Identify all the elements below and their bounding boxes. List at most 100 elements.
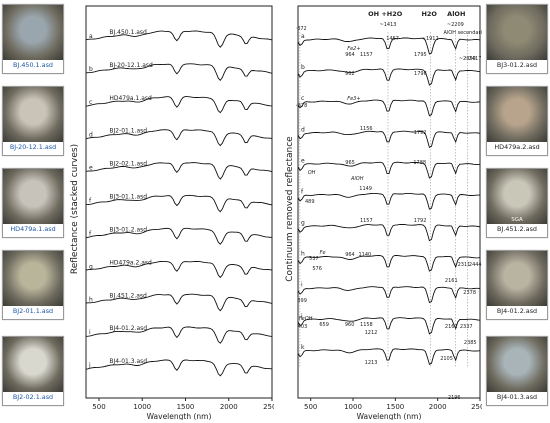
wavelength-annotation: 960 <box>345 322 355 328</box>
series-letter: h <box>89 296 93 303</box>
series-letter: e <box>301 157 305 164</box>
series-letter: d <box>301 126 305 133</box>
sample-photo <box>3 337 63 392</box>
wavelength-annotation: 399 <box>297 298 307 304</box>
species-label: AlOH <box>350 176 364 182</box>
x-tick-label: 1500 <box>177 403 195 411</box>
species-label: FeOH <box>299 316 313 322</box>
spectrum-line <box>85 194 273 213</box>
spectrum-line <box>297 192 480 210</box>
header-label: OH +H2O <box>368 10 403 18</box>
x-tick-label: 1000 <box>344 403 362 411</box>
series-label: BJ.450.1.asd <box>109 29 147 36</box>
spectrum-line <box>297 224 481 242</box>
sample-photo <box>3 87 63 142</box>
series-letter: k <box>301 344 305 351</box>
series-label: BJ2-02.1.asd <box>109 161 147 168</box>
wavelength-annotation: 2311 <box>458 262 471 268</box>
wavelength-annotation: ~378 <box>296 103 307 109</box>
wavelength-annotation: 1792 <box>414 218 427 224</box>
wavelength-annotation: 1213 <box>365 360 378 366</box>
series-label: HD479a.2.asd <box>109 259 152 266</box>
wavelength-annotation: ~372 <box>296 26 307 32</box>
sample-photo <box>3 169 63 224</box>
wavelength-annotation: 403 <box>298 324 308 330</box>
wavelength-annotation: 962 <box>345 71 355 77</box>
thumbnail-label: BJ4-01.2.asd <box>496 307 538 315</box>
spectrum-line <box>297 286 481 304</box>
series-label: BJ3-01.2.asd <box>109 226 147 233</box>
spectrum-line <box>85 326 273 344</box>
sample-photo <box>3 5 63 60</box>
x-tick-label: 1000 <box>133 403 151 411</box>
wavelength-annotation: 2105 <box>440 356 453 362</box>
x-tick-label: 500 <box>92 403 105 411</box>
species-label: Fe2+ <box>347 46 360 52</box>
x-tick-label: 2000 <box>220 403 238 411</box>
spectrum-line <box>297 161 480 179</box>
spectrum-line <box>297 130 481 149</box>
spectrum-line <box>85 96 273 114</box>
x-axis-title: Wavelength (nm) <box>147 412 212 420</box>
series-letter: g <box>89 263 93 270</box>
wavelength-annotation: 965 <box>345 160 355 166</box>
spectrum-line <box>85 30 273 48</box>
series-letter: c <box>301 95 304 102</box>
spectrum-line <box>85 260 273 279</box>
x-tick-label: 2000 <box>429 403 447 411</box>
series-label: BJ4-01.2.asd <box>109 325 147 332</box>
wavelength-annotation: ~2350 <box>459 56 476 62</box>
series-letter: f <box>89 230 92 237</box>
thumbnail-label: BJ4-01.3.asd <box>496 393 538 401</box>
wavelength-annotation: 1157 <box>360 218 373 224</box>
spectrum-line <box>85 162 273 180</box>
wavelength-annotation: 2337 <box>460 324 473 330</box>
wavelength-annotation: 1212 <box>365 330 378 336</box>
right-continuum-chart: 500 1000 1500 2000 2500 Wavelength (nm) OH +H2… <box>296 5 482 420</box>
wavelength-annotation: 1157 <box>360 52 373 58</box>
thumbnail: HD479a.2.asd <box>486 86 548 156</box>
x-axis-title: Wavelength (nm) <box>357 412 422 420</box>
spectrum-line <box>85 129 273 147</box>
thumbnail: BJ4-01.2.asd <box>486 250 548 320</box>
thumbnail: BJ2-01.1.asd <box>2 250 64 320</box>
spectrum-line <box>85 359 273 377</box>
series-label: BJ2-01.1.asd <box>109 128 147 135</box>
sample-photo <box>487 5 547 60</box>
wavelength-annotation: 964 <box>345 52 355 58</box>
wavelength-annotation: 1792 <box>414 130 427 136</box>
spectrum-line <box>297 68 480 86</box>
thumbnail-label: BJ.451.2.asd <box>497 225 537 233</box>
wavelength-annotation: 1467 <box>386 36 399 42</box>
wavelength-annotation: ~2209 <box>447 22 464 28</box>
thumbnail-label: HD479a.2.asd <box>494 143 540 151</box>
series-label: BJ3-01.1.asd <box>109 194 147 201</box>
wavelength-annotation: 489 <box>305 199 315 205</box>
wavelength-annotation: 2385 <box>464 340 477 346</box>
thumbnail: BJ.451.2.asd SGA <box>486 168 548 238</box>
x-tick-label: 1500 <box>386 403 404 411</box>
series-letter: c <box>89 99 92 106</box>
thumbnail: BJ2-02.1.asd <box>2 336 64 406</box>
series-letter: i <box>301 282 303 289</box>
wavelength-annotation: 2161 <box>445 324 458 330</box>
spectrum-line <box>297 317 481 335</box>
wavelength-annotation: 1156 <box>360 126 373 132</box>
thumbnail: BJ-20-12.1.asd <box>2 86 64 156</box>
series-letter: j <box>300 313 303 320</box>
series-label: HD479a.1.asd <box>109 95 152 102</box>
species-label: Fe3+ <box>347 96 360 102</box>
header-label: AlOH secondaries <box>443 30 482 36</box>
thumbnail: BJ4-01.3.asd <box>486 336 548 406</box>
sample-photo <box>487 337 547 392</box>
wavelength-annotation: 2196 <box>448 395 461 401</box>
wavelength-annotation: 576 <box>312 266 322 272</box>
series-letter: i <box>89 329 91 336</box>
spectrum-line <box>297 348 481 366</box>
thumbnail: BJ.450.1.asd <box>2 4 64 74</box>
wavelength-annotation: 537 <box>309 256 319 262</box>
spectrum-line <box>297 99 481 117</box>
wavelength-annotation: ~2417 <box>465 56 482 62</box>
wavelength-annotation: 1795 <box>414 52 427 58</box>
species-label: Fe <box>320 250 326 256</box>
